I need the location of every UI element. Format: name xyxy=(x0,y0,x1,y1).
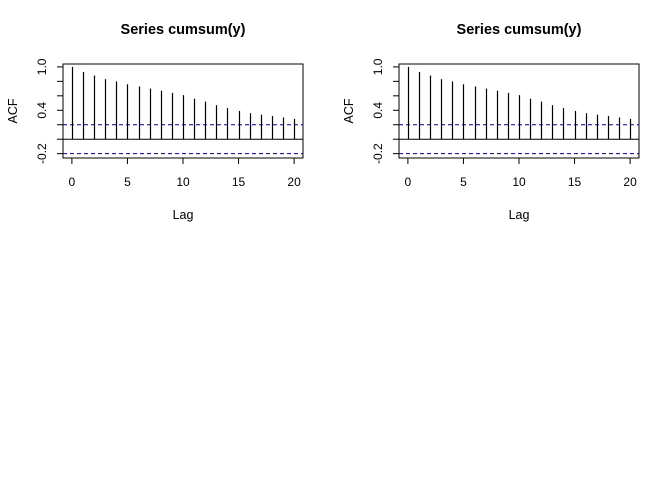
x-tick-label: 10 xyxy=(512,175,526,189)
y-tick-label: 0.4 xyxy=(35,102,49,119)
chart-title: Series cumsum(y) xyxy=(121,22,246,38)
y-tick-label: -0.2 xyxy=(35,143,49,164)
x-tick-label: 0 xyxy=(69,175,76,189)
x-tick-label: 20 xyxy=(623,175,637,189)
y-axis-label: ACF xyxy=(342,98,356,123)
acf-panel-1: 0 5 10 15 20 -0.2 0.4 1.0 Series cumsum(y) Lag ACF xyxy=(6,22,304,222)
y-tick-label: 0.4 xyxy=(371,102,385,119)
chart-title: Series cumsum(y) xyxy=(457,22,582,38)
x-tick-label: 10 xyxy=(176,175,190,189)
y-axis-label: ACF xyxy=(6,98,20,123)
acf-panel-2: 0 5 10 15 20 -0.2 0.4 1.0 Series cumsum(y) Lag ACF xyxy=(342,22,640,222)
x-axis-label: Lag xyxy=(509,208,530,222)
x-tick-label: 15 xyxy=(232,175,246,189)
y-tick-label: 1.0 xyxy=(371,58,385,75)
x-tick-label: 20 xyxy=(287,175,301,189)
x-tick-label: 15 xyxy=(568,175,582,189)
x-tick-label: 0 xyxy=(405,175,412,189)
x-tick-label: 5 xyxy=(124,175,131,189)
x-tick-label: 5 xyxy=(460,175,467,189)
y-tick-label: -0.2 xyxy=(371,143,385,164)
y-tick-label: 1.0 xyxy=(35,58,49,75)
x-axis-label: Lag xyxy=(173,208,194,222)
